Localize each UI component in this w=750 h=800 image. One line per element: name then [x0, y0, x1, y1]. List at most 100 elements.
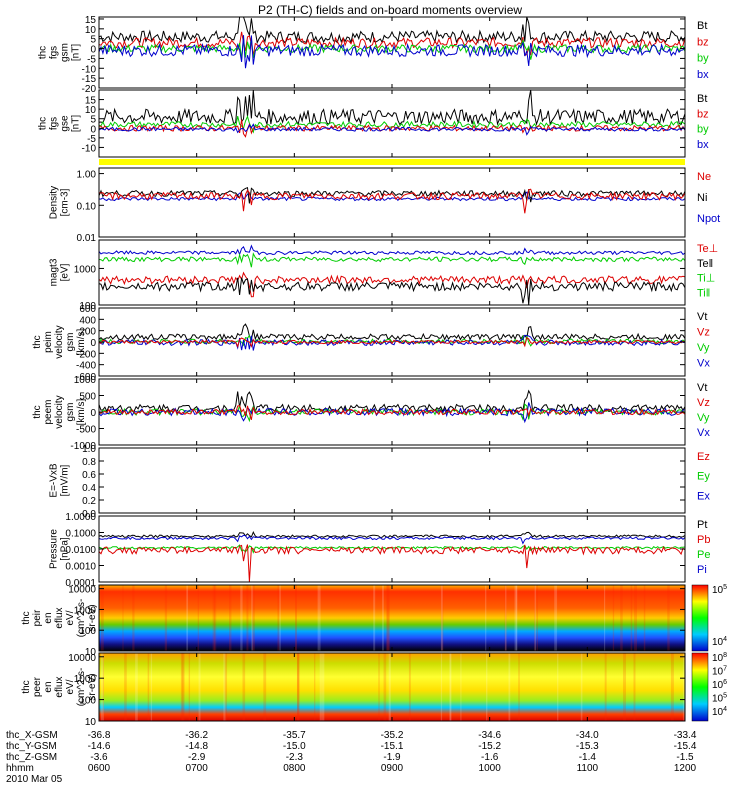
legend-entry: Te‖ — [697, 258, 713, 270]
y-axis-label: (cm^2-s- — [76, 668, 87, 707]
series-line — [98, 252, 686, 268]
ephemeris-value: -35.7 — [283, 730, 306, 741]
spectrogram-streak — [386, 585, 389, 651]
ephemeris-value: -2.3 — [286, 752, 304, 763]
y-tick-label: 1000 — [74, 605, 97, 616]
series-line — [98, 35, 686, 69]
spectrogram-streak — [181, 653, 184, 721]
spectrogram-streak — [124, 653, 127, 721]
legend-entry: Te⊥ — [697, 243, 718, 255]
spectrogram-streak — [387, 585, 390, 651]
ephemeris-value: -14.8 — [185, 741, 208, 752]
y-axis-label: [km/s] — [76, 398, 87, 425]
legend-entry: Vy — [697, 342, 710, 354]
ephemeris-value: -15.4 — [674, 741, 697, 752]
y-tick-label: 0 — [90, 338, 96, 349]
panel-peir_spec: 105 104 10000 1000 100 10 thc peir en eflux eV/(cm… — [21, 584, 727, 658]
y-axis-label: gse — [60, 115, 71, 132]
y-axis-label: thc — [21, 611, 32, 624]
legend-entry: Pe — [697, 549, 710, 561]
y-tick-label: 1000 — [74, 674, 97, 685]
ephemeris-value: -1.9 — [383, 752, 401, 763]
y-tick-label: 0.0001 — [65, 578, 96, 589]
y-axis-label: Density — [49, 186, 60, 219]
y-axis-label: gsm — [65, 403, 76, 422]
y-tick-label: 0.6 — [82, 470, 96, 481]
y-axis-label: thc — [32, 405, 43, 418]
series-line — [98, 277, 686, 305]
ephemeris-row-label: hhmm — [6, 763, 34, 774]
y-tick-label: 0.2 — [82, 496, 96, 507]
y-tick-label: 1000 — [74, 375, 97, 386]
y-axis-label: en — [43, 612, 54, 623]
spectrogram-streak — [242, 653, 246, 721]
y-axis-label: [nPa] — [60, 537, 71, 561]
spectrogram-streak — [150, 653, 153, 721]
y-axis-label: peim — [43, 331, 54, 353]
y-tick-label: 10 — [85, 105, 97, 116]
y-tick-label: 0.0010 — [65, 562, 96, 573]
y-axis-label: eflux — [54, 607, 65, 628]
spectrogram-streak — [295, 585, 297, 651]
y-tick-label: 1000 — [74, 264, 97, 275]
series-line — [98, 405, 686, 420]
y-tick-label: 1.0 — [82, 444, 96, 455]
y-tick-label: 0 — [90, 45, 96, 56]
spectrogram-streak — [670, 653, 674, 721]
y-axis-label: gsm — [60, 43, 71, 62]
y-axis-label: velocity — [54, 325, 65, 358]
spectrogram-streak — [198, 653, 201, 721]
y-axis-label: peer — [32, 676, 43, 697]
spectrogram-streak — [224, 653, 228, 721]
spectrogram-streak — [297, 653, 300, 721]
colorbar-tick-label: 105 — [712, 584, 727, 596]
legend-entry: Ne — [697, 171, 711, 183]
spectrogram-streak — [682, 653, 686, 721]
y-axis-label: (cm^2-s- — [76, 599, 87, 638]
y-axis-label: thc — [38, 117, 49, 130]
series-line — [98, 337, 686, 348]
colorbar — [691, 584, 709, 652]
ephemeris-value: -14.6 — [88, 741, 111, 752]
y-tick-label: 10 — [85, 717, 97, 728]
legend-entry: Ex — [697, 490, 710, 502]
ephemeris-value: -33.4 — [674, 730, 697, 741]
spectrogram-streak — [449, 653, 451, 721]
spectrogram-streak — [514, 585, 518, 651]
spectrogram-streak — [212, 585, 215, 651]
spectrogram-streak — [102, 653, 104, 721]
y-axis-label: magt3 — [49, 258, 60, 286]
spectrogram-streak — [240, 585, 243, 651]
spectrogram-streak — [223, 653, 226, 721]
spectrogram-streak — [557, 653, 559, 721]
legend-entry: bx — [697, 69, 709, 81]
series-line — [98, 188, 686, 214]
series-line — [98, 31, 686, 56]
y-tick-label: 500 — [79, 392, 96, 403]
y-axis-label: eV/ — [65, 610, 76, 625]
spectrogram-streak — [296, 653, 299, 721]
y-tick-label: 10 — [85, 647, 97, 658]
series-line — [98, 37, 686, 60]
plot-area — [99, 90, 685, 157]
spectrogram-image — [99, 585, 685, 651]
ephemeris-value: -15.2 — [478, 741, 501, 752]
spectrogram-streak — [383, 653, 387, 721]
legend-entry: bz — [697, 36, 709, 48]
ephemeris-value: -34.6 — [478, 730, 501, 741]
y-axis-label: thc — [21, 680, 32, 693]
y-axis-label: gsm — [65, 333, 76, 352]
y-tick-label: 0.0100 — [65, 545, 96, 556]
panel-pressure: 1.0000 0.1000 0.0100 0.0010 0.0001 Pressure [n… — [49, 512, 711, 589]
spectrogram-streak — [317, 585, 321, 651]
colorbar — [691, 652, 709, 722]
y-tick-label: 0 — [90, 124, 96, 135]
series-line — [98, 123, 686, 136]
spectrogram-streak — [485, 585, 487, 651]
series-line — [98, 244, 686, 256]
y-axis-label: E=-VxB — [49, 463, 60, 498]
colorbar-tick-label: 104 — [712, 636, 727, 648]
legend-entry: Pi — [697, 564, 707, 576]
series-line — [98, 191, 686, 202]
